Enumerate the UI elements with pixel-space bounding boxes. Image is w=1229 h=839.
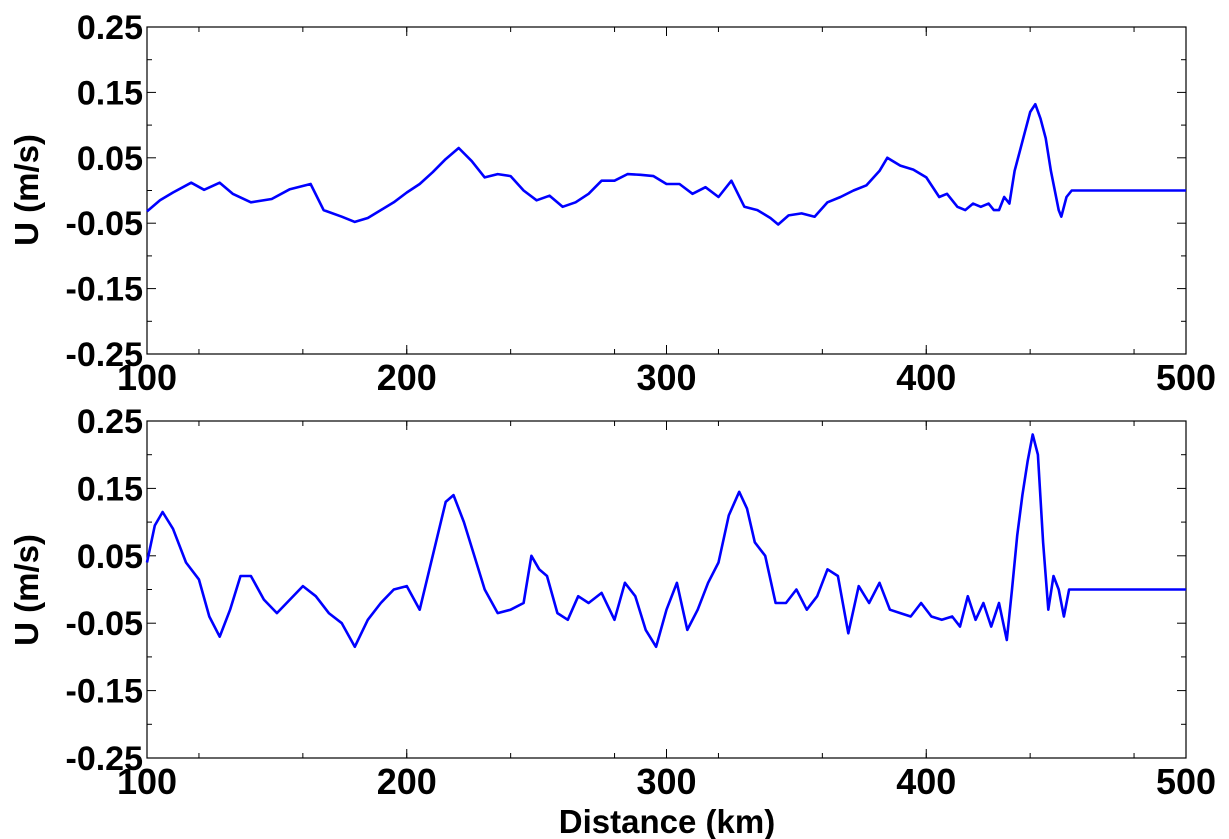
bottom-y-tick-label: -0.15: [66, 673, 144, 711]
top-x-tick-label: 100: [117, 357, 177, 398]
bottom-x-tick-label: 300: [636, 761, 696, 802]
bottom-x-tick-label: 200: [377, 761, 437, 802]
bottom-plot-area: [146, 420, 1187, 759]
bottom-y-tick-label: 0.15: [77, 470, 143, 508]
bottom-y-tick-label: 0.05: [77, 538, 143, 576]
top-y-tick-label: -0.15: [66, 271, 144, 309]
bottom-tick-marks: [146, 420, 1187, 759]
bottom-y-axis-label: U (m/s): [8, 534, 45, 646]
x-axis-label: Distance (km): [559, 803, 775, 839]
top-y-axis-label: U (m/s): [8, 134, 45, 246]
top-y-tick-label: 0.15: [77, 74, 143, 112]
bottom-tick-labels: 100 200 300 400 500 0.25 0.15 0.05 -0.05 -0.15 -0.…: [66, 403, 1217, 802]
top-y-tick-label: -0.05: [66, 205, 144, 243]
top-x-tick-label: 300: [636, 357, 696, 398]
bottom-x-tick-label: 400: [896, 761, 956, 802]
top-plot-area: [146, 26, 1187, 355]
top-x-tick-label: 200: [377, 357, 437, 398]
bottom-panel: 100 200 300 400 500 0.25 0.15 0.05 -0.05 -0.15 -0.…: [8, 403, 1216, 802]
bottom-y-tick-label: -0.25: [66, 740, 144, 778]
bottom-y-tick-label: 0.25: [77, 403, 143, 441]
top-y-tick-label: -0.25: [66, 336, 144, 374]
top-tick-labels: 100 200 300 400 500 0.25 0.15 0.05 -0.05 -0.15 -0.…: [66, 9, 1217, 398]
top-panel: 100 200 300 400 500 0.25 0.15 0.05 -0.05 -0.15 -0.…: [8, 9, 1216, 398]
top-x-tick-label: 400: [896, 357, 956, 398]
top-y-tick-label: 0.05: [77, 140, 143, 178]
bottom-series-line: [145, 433, 1186, 649]
bottom-y-tick-label: -0.05: [66, 605, 144, 643]
top-y-tick-label: 0.25: [77, 9, 143, 47]
bottom-x-tick-label: 100: [117, 761, 177, 802]
bottom-x-tick-label: 500: [1156, 761, 1216, 802]
top-x-tick-label: 500: [1156, 357, 1216, 398]
top-tick-marks: [146, 26, 1187, 355]
top-series-line: [146, 102, 1186, 226]
